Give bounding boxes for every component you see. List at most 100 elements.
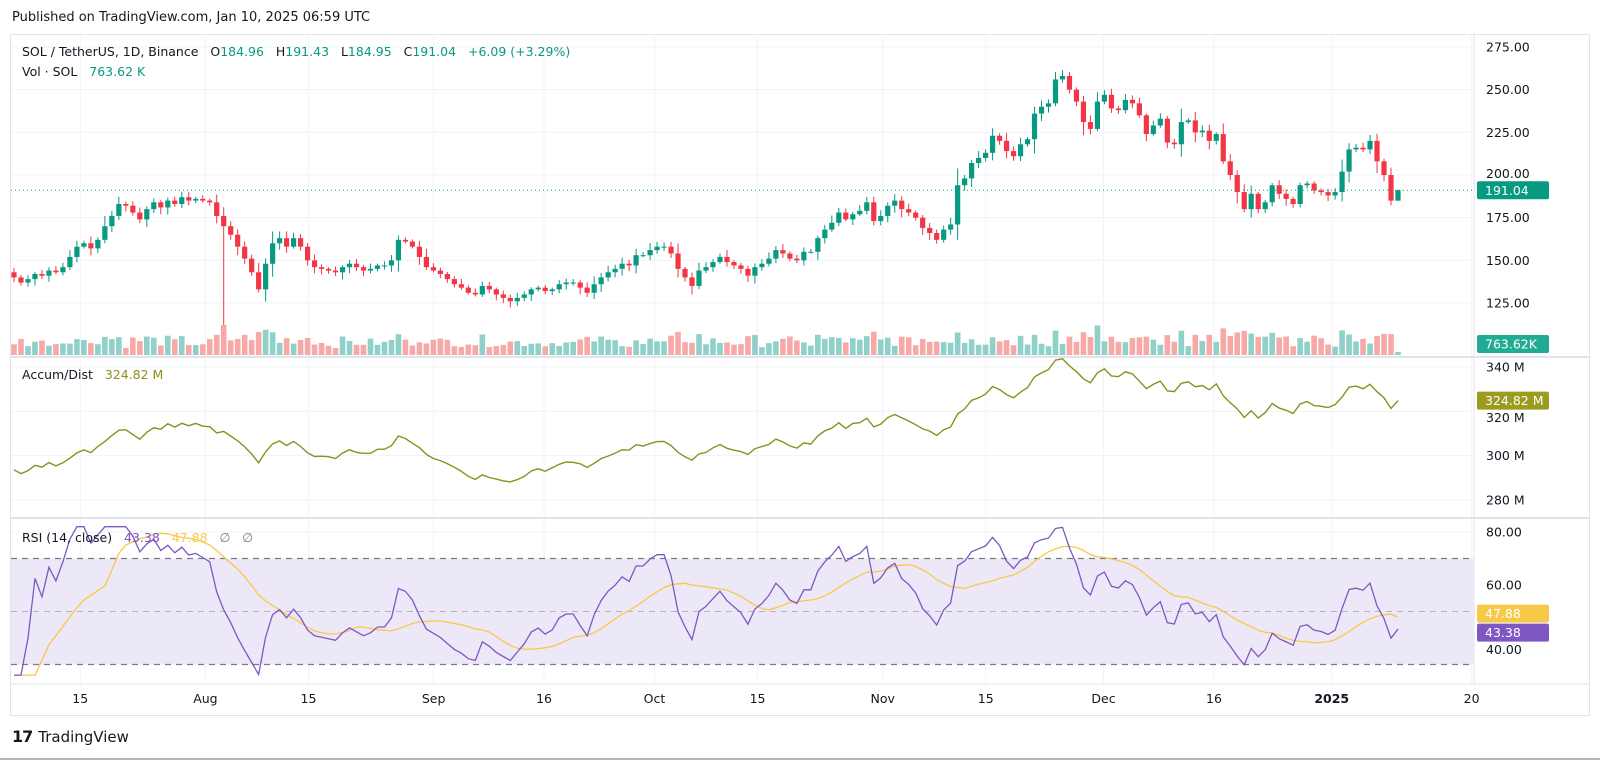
- volume-bar: [626, 346, 632, 355]
- rsi-lines: [14, 526, 1399, 677]
- candle-body: [458, 284, 464, 288]
- candle-body: [941, 229, 947, 240]
- volume-bar: [570, 341, 576, 355]
- volume-bar: [961, 342, 968, 355]
- candle-body: [304, 246, 311, 261]
- rsi-band: [11, 557, 1474, 666]
- published-header: Published on TradingView.com, Jan 10, 20…: [12, 10, 371, 25]
- candle-body: [864, 202, 870, 211]
- tradingview-logo-icon: 17: [12, 727, 33, 746]
- candle-body: [528, 289, 534, 295]
- candle-body: [1157, 118, 1163, 126]
- volume-bar: [465, 344, 472, 355]
- open-label: O: [210, 44, 221, 59]
- candle-body: [507, 297, 513, 302]
- candle-body: [556, 284, 562, 290]
- volume-bar: [584, 336, 590, 355]
- volume-bar: [703, 344, 709, 355]
- volume-bar: [1185, 346, 1192, 355]
- chart-frame: [10, 34, 1590, 716]
- volume-bar: [472, 345, 479, 355]
- volume-bar: [290, 343, 297, 355]
- volume-bar: [123, 347, 129, 355]
- volume-bar: [1367, 343, 1373, 355]
- candle-body: [1045, 103, 1052, 107]
- volume-bar: [1108, 336, 1115, 355]
- candle-body: [989, 135, 996, 153]
- candle-body: [1052, 79, 1059, 104]
- candle-body: [277, 238, 283, 244]
- bottom-divider: [0, 758, 1600, 760]
- volume-bar: [213, 334, 220, 355]
- volume-bar: [884, 337, 891, 355]
- last-volume-tag-bg: [1477, 335, 1549, 353]
- volume-bar: [1206, 334, 1213, 355]
- candle-body: [661, 246, 667, 248]
- volume-bar: [1241, 330, 1248, 355]
- candle-body: [360, 267, 367, 271]
- volume-bar: [388, 339, 395, 355]
- volume-bar: [836, 337, 842, 355]
- volume-bar: [849, 338, 856, 355]
- volume-bar: [25, 346, 31, 355]
- time-tick-label: 16: [536, 691, 552, 706]
- volume-bar: [731, 344, 737, 355]
- volume-bar: [794, 340, 800, 355]
- volume-bar: [605, 339, 611, 355]
- volume-bar: [283, 338, 290, 355]
- candle-body: [263, 263, 269, 290]
- volume-bar: [1374, 336, 1380, 355]
- volume-bar: [507, 341, 514, 355]
- volume-bar: [1325, 344, 1331, 355]
- volume-bar: [808, 345, 814, 355]
- candle-body: [787, 253, 793, 259]
- candle-body: [920, 217, 926, 228]
- volume-legend: Vol · SOL 763.62 K: [22, 64, 145, 79]
- rsi-label: RSI (14, close): [22, 530, 113, 545]
- volume-bar: [780, 338, 786, 355]
- candle-body: [339, 267, 346, 273]
- volume-bar: [248, 340, 255, 355]
- candle-body: [1178, 122, 1184, 145]
- candle-body: [46, 270, 52, 276]
- time-tick-label: 16: [1206, 691, 1222, 706]
- time-tick-label: 2025: [1314, 691, 1349, 706]
- candle-body: [640, 255, 646, 257]
- volume-bar: [1143, 336, 1150, 355]
- volume-bar: [870, 331, 877, 355]
- volume-bar: [1381, 333, 1387, 355]
- volume-bar: [1045, 346, 1052, 355]
- candle-body: [88, 243, 94, 249]
- volume-bar: [137, 341, 143, 355]
- ad-tick-label: 300 M: [1486, 448, 1525, 463]
- volume-bar: [1339, 330, 1345, 355]
- volume-bar: [982, 344, 989, 355]
- ad-tick-label: 280 M: [1486, 493, 1525, 508]
- tradingview-logo[interactable]: 17 TradingView: [12, 727, 129, 746]
- candle-body: [1374, 140, 1380, 162]
- volume-bar: [81, 339, 87, 355]
- volume-bar: [360, 344, 367, 355]
- volume-bar: [402, 339, 409, 355]
- volume-bar: [1262, 336, 1268, 355]
- volume-bar: [1311, 335, 1317, 355]
- candle-body: [549, 289, 555, 292]
- time-tick-label: 15: [72, 691, 88, 706]
- volume-bar: [801, 342, 807, 355]
- volume-bar: [1192, 334, 1199, 355]
- rsi-ma-last-tag-bg: [1477, 604, 1549, 623]
- candle-body: [1255, 193, 1261, 210]
- volume-bar: [1304, 341, 1310, 355]
- candle-body: [409, 241, 416, 247]
- price-tick-label: 150.00: [1486, 253, 1530, 268]
- candle-body: [927, 227, 933, 234]
- volume-bar: [311, 344, 318, 355]
- volume-bar: [612, 340, 618, 355]
- candle-body: [731, 262, 737, 266]
- candle-body: [81, 243, 87, 247]
- volume-bar: [989, 337, 996, 355]
- volume-bar: [339, 336, 346, 355]
- candle-body: [759, 263, 765, 268]
- candle-body: [1192, 120, 1198, 133]
